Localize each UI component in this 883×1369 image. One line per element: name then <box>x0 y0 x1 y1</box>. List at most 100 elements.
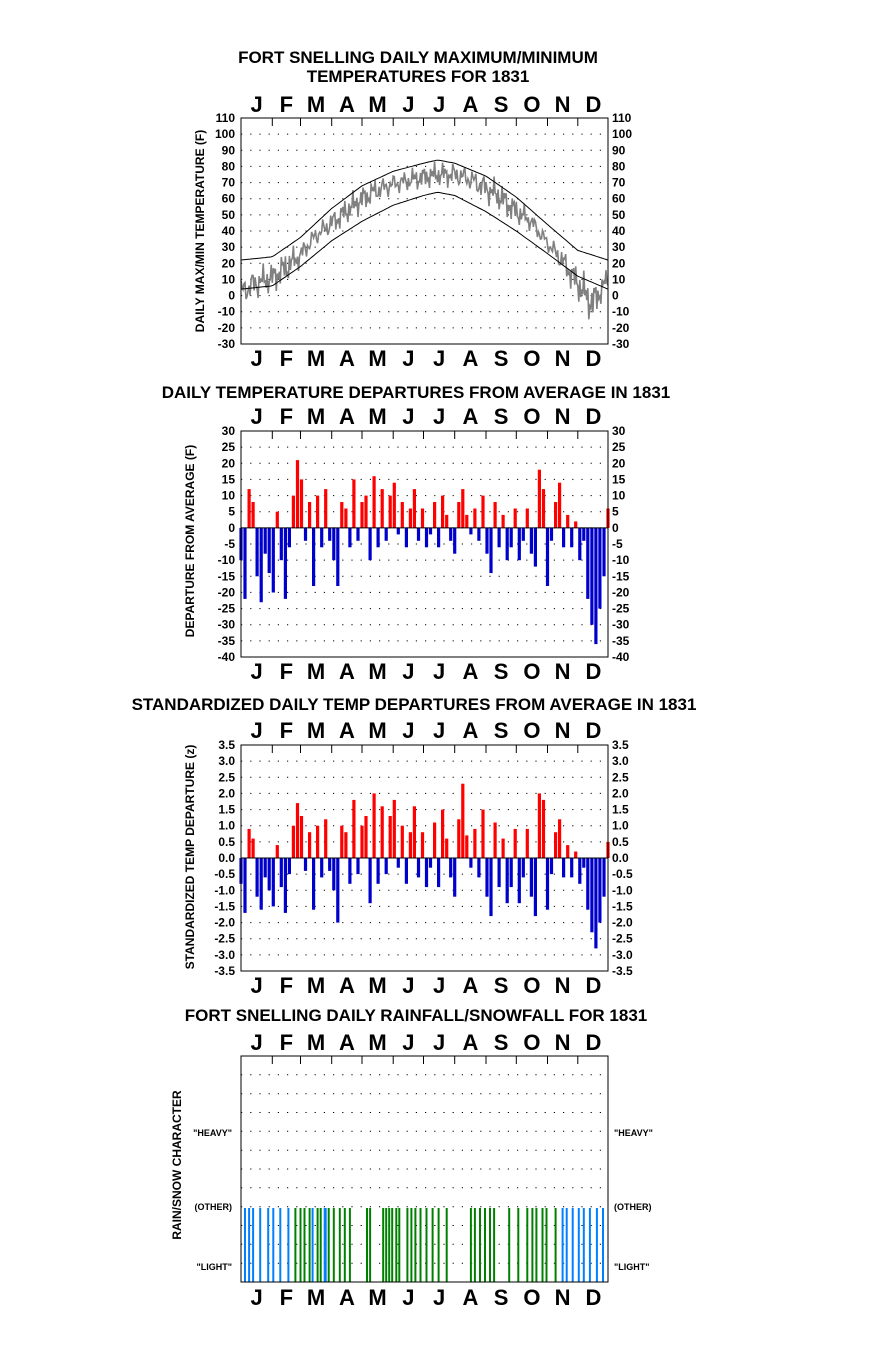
chart-2-y-tick-label: -20 <box>218 585 236 599</box>
chart-4-category-label: (OTHER) <box>195 1202 233 1212</box>
cold-departure-bar <box>424 527 429 548</box>
chart-2-bottom-month-label: D <box>585 659 601 684</box>
cold-departure-bar <box>404 527 408 548</box>
chart-2-y-tick-label-right: 5 <box>612 505 619 519</box>
chart-2-top-month-label: O <box>523 404 540 429</box>
cold-departure-bar <box>267 527 271 574</box>
warm-departure-bar <box>295 803 300 858</box>
chart-2-bottom-month-label: M <box>368 659 386 684</box>
cold-departure-bar <box>376 858 380 884</box>
cold-departure-bar <box>453 527 457 554</box>
chart-2-y-tick-label-right: -10 <box>612 553 630 567</box>
chart-2-y-tick-label-right: -30 <box>612 618 630 632</box>
chart-3-y-tick-label: -3.5 <box>214 964 235 978</box>
cold-departure-bar <box>271 527 275 593</box>
chart-3-bottom-month-label: N <box>555 973 571 998</box>
chart-3-y-tick-label: 2.0 <box>218 786 235 800</box>
warm-departure-bar <box>445 838 449 858</box>
chart-3-title: STANDARDIZED DAILY TEMP DEPARTURES FROM … <box>132 695 697 714</box>
chart-3-y-tick-label-right: 2.0 <box>612 786 629 800</box>
cold-departure-bar <box>586 527 590 599</box>
chart-3-bottom-month-label: O <box>523 973 540 998</box>
chart-2-y-tick-label: -40 <box>218 650 236 664</box>
chart-2-top-month-label: S <box>494 404 509 429</box>
chart-1-bottom-month-label: O <box>523 346 540 371</box>
normal-min-line <box>240 191 609 290</box>
chart-3-top-month-label: D <box>585 718 601 743</box>
chart-2-plot <box>239 460 610 645</box>
cold-departure-bar <box>578 858 582 884</box>
cold-departure-bar <box>356 858 360 875</box>
cold-departure-bar <box>332 527 336 561</box>
chart-1-bottom-month-label: D <box>585 346 601 371</box>
chart-4-bottom-month-label: M <box>368 1285 386 1310</box>
chart-3-bottom-month-label: S <box>494 973 509 998</box>
chart-1-y-tick-label-right: 50 <box>612 208 626 222</box>
chart-3-bottom-month-label: J <box>250 973 262 998</box>
warm-departure-bar <box>457 502 461 528</box>
warm-departure-bar <box>558 482 562 528</box>
warm-departure-bar <box>541 489 546 528</box>
chart-1-plot-frame <box>240 117 609 345</box>
chart-4-top-month-label: N <box>555 1030 571 1055</box>
warm-departure-bar <box>566 514 570 528</box>
chart-2-bottom-month-label: J <box>402 659 414 684</box>
chart-3-y-tick-label-right: -0.5 <box>612 867 633 881</box>
cold-departure-bar <box>428 858 433 868</box>
chart-1-bottom-month-label: S <box>494 346 509 371</box>
chart-3-top-month-label: J <box>250 718 262 743</box>
cold-departure-bar <box>328 858 332 871</box>
chart-2-y-tick-label: 0 <box>228 521 235 535</box>
chart-4-category-label: "LIGHT" <box>196 1262 232 1272</box>
chart-3-top-month-label: J <box>402 718 414 743</box>
chart-4-bottom-month-label: O <box>523 1285 540 1310</box>
cold-departure-bar <box>320 858 324 878</box>
warm-departure-bar <box>537 793 541 858</box>
chart-1-title-line-2: TEMPERATURES FOR 1831 <box>307 67 530 86</box>
chart-1-plot <box>240 159 609 320</box>
cold-departure-bar <box>283 527 287 599</box>
chart-4-top-month-label: J <box>402 1030 414 1055</box>
cold-departure-bar <box>485 858 489 897</box>
chart-2-bottom-month-label: S <box>494 659 509 684</box>
cold-departure-bar <box>271 858 275 907</box>
cold-departure-bar <box>578 527 582 561</box>
chart-2-y-axis-label: DEPARTURE FROM AVERAGE (F) <box>183 445 197 637</box>
chart-1-y-tick-label: -10 <box>218 305 236 319</box>
normal-max-line <box>240 159 609 261</box>
chart-3-top-month-label: O <box>523 718 540 743</box>
chart-3-y-tick-label: 1.5 <box>218 803 235 817</box>
chart-4-title: FORT SNELLING DAILY RAINFALL/SNOWFALL FO… <box>185 1006 648 1025</box>
chart-1-top-month-label: J <box>402 92 414 117</box>
warm-departure-bar <box>574 851 578 858</box>
chart-3-y-tick-label: 2.5 <box>218 770 235 784</box>
cold-departure-bar <box>477 858 481 878</box>
chart-3-bottom-month-label: D <box>585 973 601 998</box>
chart-1-y-tick-label-right: 90 <box>612 143 626 157</box>
cold-departure-bar <box>303 527 308 541</box>
chart-3-y-tick-label: 3.0 <box>218 754 235 768</box>
chart-3-bottom-month-label: A <box>339 973 355 998</box>
warm-departure-bar <box>392 799 396 858</box>
chart-2-y-tick-label: 5 <box>228 505 235 519</box>
warm-departure-bar <box>372 793 376 858</box>
chart-1-top-month-label: F <box>280 92 293 117</box>
chart-3-bottom-month-label: J <box>433 973 445 998</box>
chart-3-y-tick-label-right: -3.5 <box>612 964 633 978</box>
chart-3-top-month-label: A <box>339 718 355 743</box>
chart-3-bottom-month-label: M <box>368 973 386 998</box>
cold-departure-bar <box>356 527 360 541</box>
warm-departure-bar <box>412 489 416 528</box>
chart-4-bottom-month-label: M <box>307 1285 325 1310</box>
cold-departure-bar <box>582 527 586 541</box>
warm-departure-bar <box>299 816 304 858</box>
cold-departure-bar <box>396 858 400 868</box>
chart-1-y-tick-label-right: 40 <box>612 224 626 238</box>
chart-1-top-month-label: J <box>433 92 445 117</box>
chart-1-top-month-label: D <box>585 92 601 117</box>
